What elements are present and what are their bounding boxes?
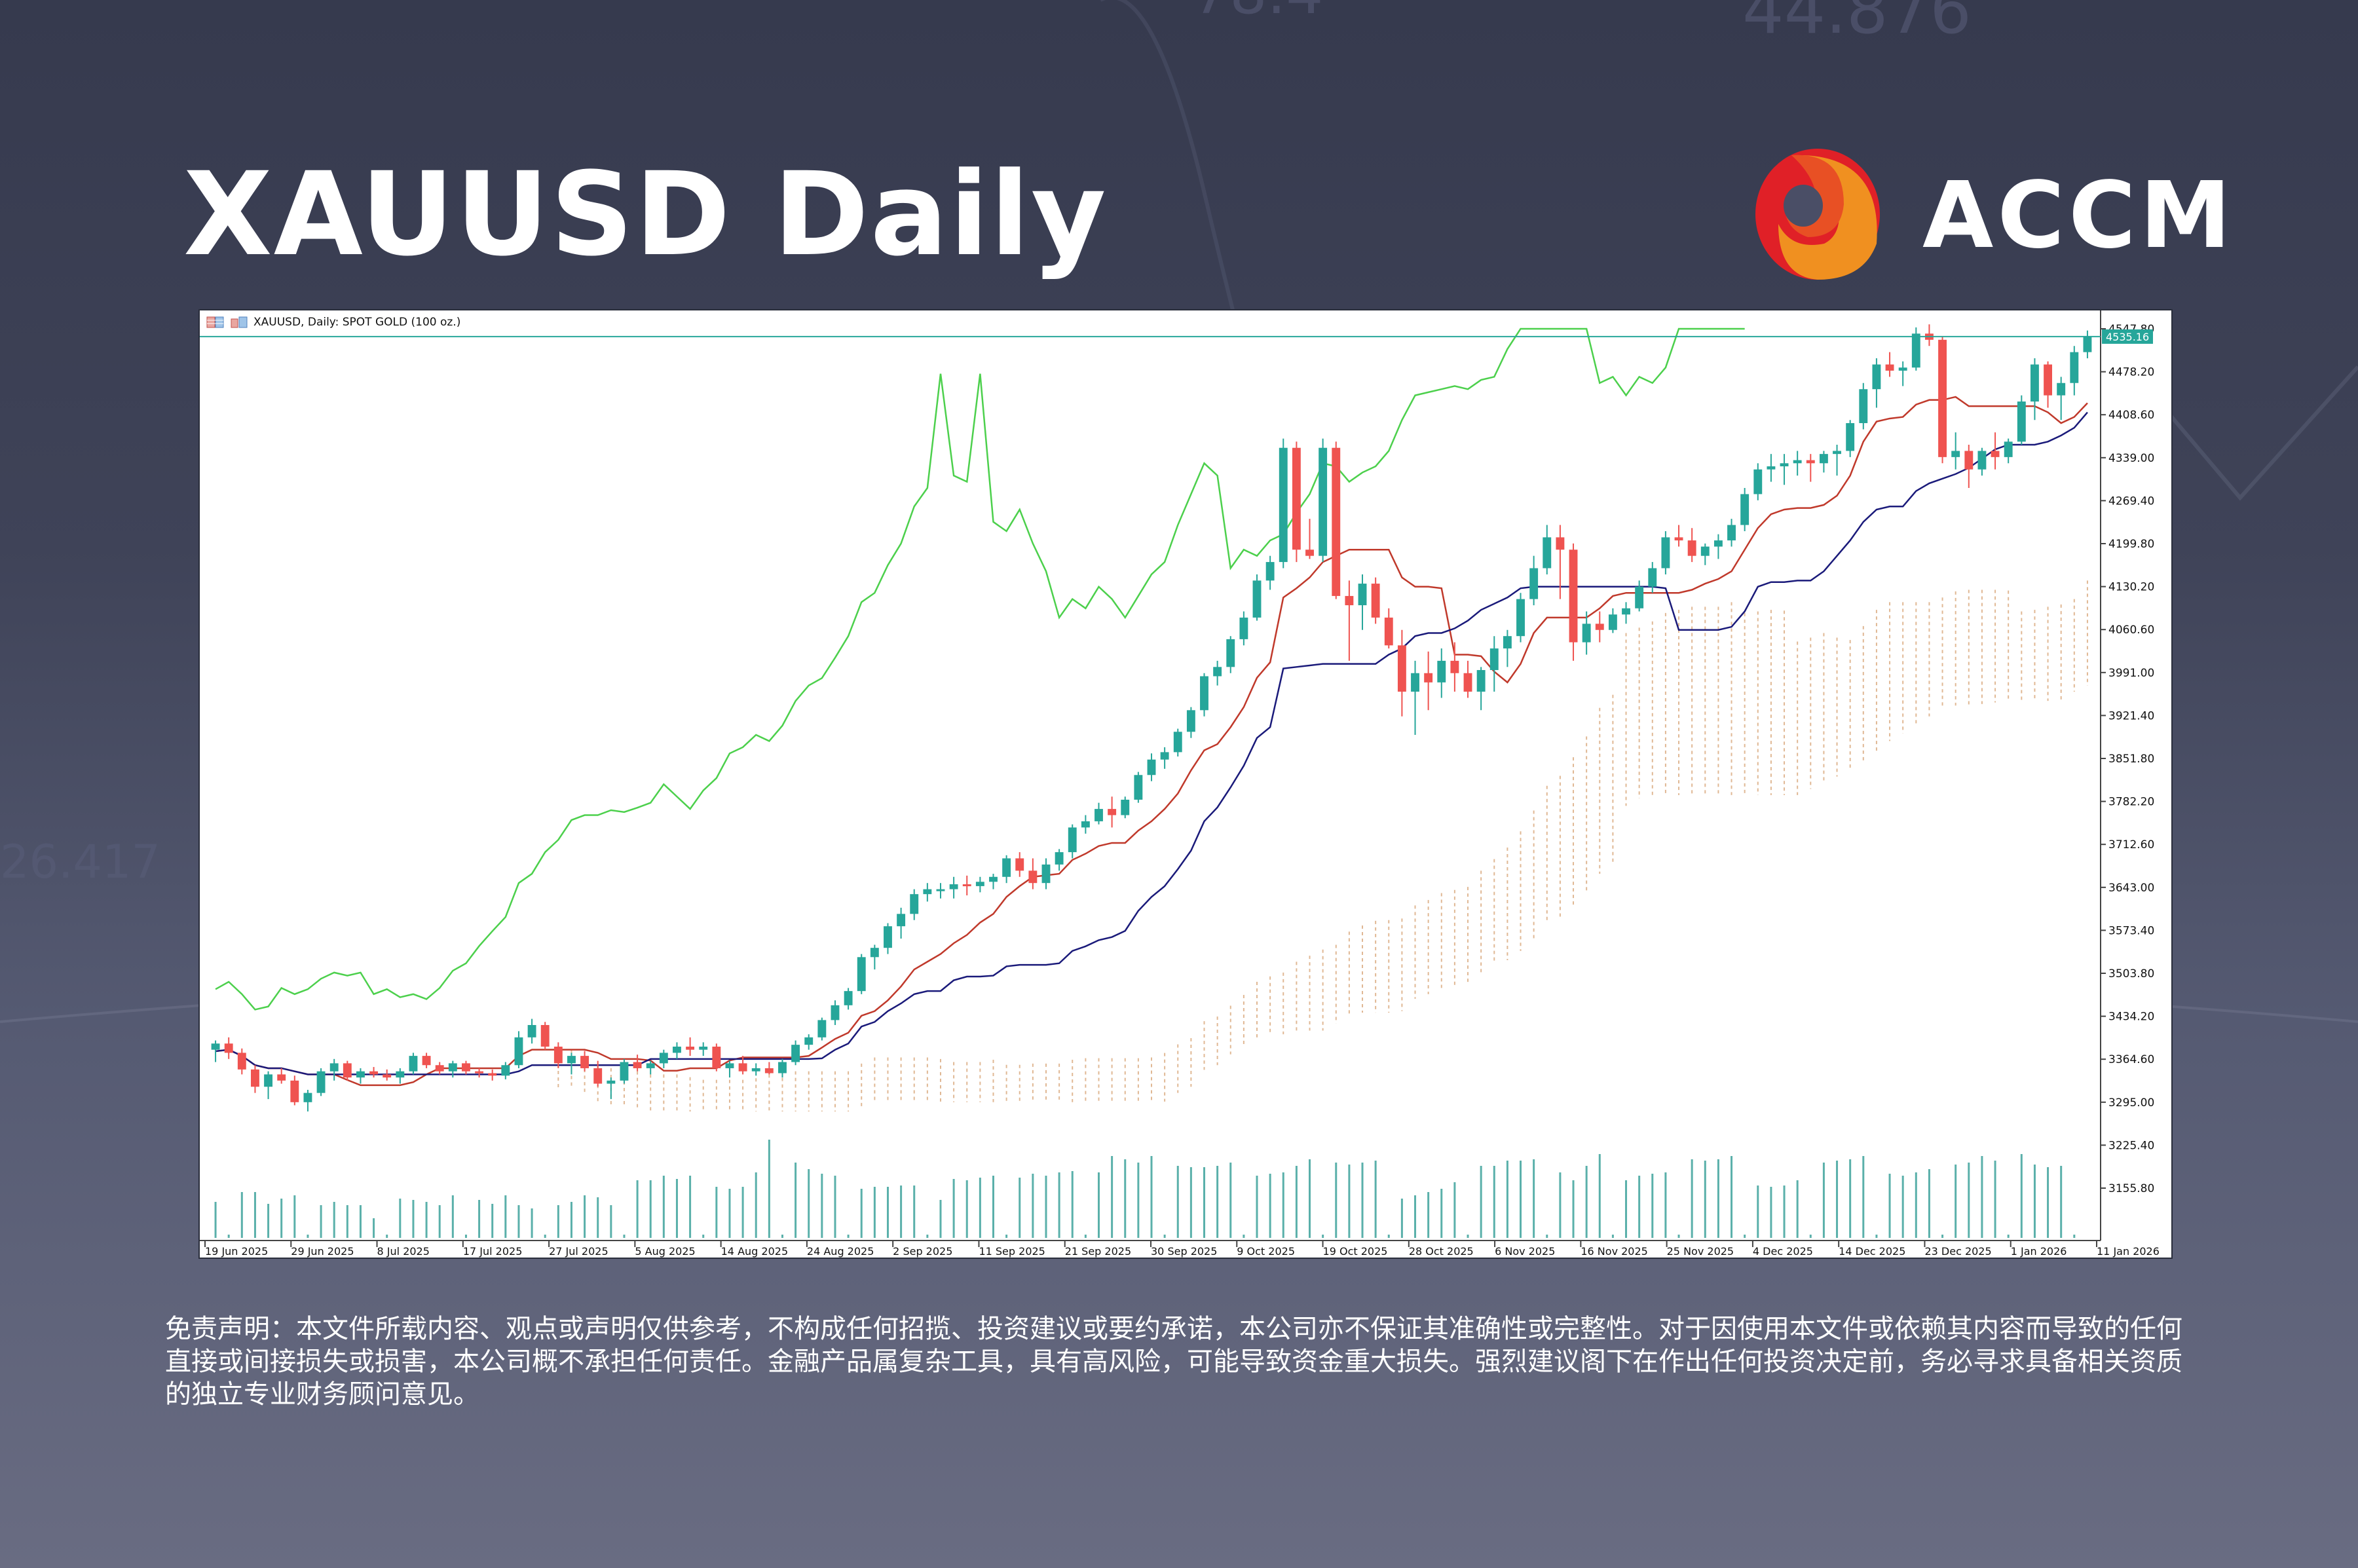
y-tick-label: 3712.60 bbox=[2108, 838, 2154, 851]
page-title: XAUUSD Daily bbox=[183, 147, 1108, 282]
chart-grid-icon bbox=[206, 316, 224, 328]
chart-bars-icon bbox=[231, 316, 248, 328]
svg-text:78.4: 78.4 bbox=[1192, 0, 1323, 28]
y-tick-label: 4199.80 bbox=[2108, 538, 2154, 551]
x-tick-label: 27 Jul 2025 bbox=[549, 1245, 608, 1258]
svg-text:44.876: 44.876 bbox=[1742, 0, 1972, 48]
svg-text:26.417: 26.417 bbox=[0, 835, 160, 889]
y-tick-label: 3991.00 bbox=[2108, 667, 2154, 680]
x-tick-label: 9 Oct 2025 bbox=[1237, 1245, 1295, 1258]
y-tick-label: 3155.80 bbox=[2108, 1182, 2154, 1195]
x-tick-label: 19 Oct 2025 bbox=[1323, 1245, 1388, 1258]
y-tick-label: 4130.20 bbox=[2108, 581, 2154, 594]
x-tick-label: 2 Sep 2025 bbox=[893, 1245, 952, 1258]
x-tick-label: 11 Sep 2025 bbox=[979, 1245, 1045, 1258]
svg-text:4535.16: 4535.16 bbox=[2106, 331, 2149, 343]
x-tick-label: 24 Aug 2025 bbox=[807, 1245, 874, 1258]
y-tick-label: 3643.00 bbox=[2108, 882, 2154, 895]
y-tick-label: 3573.40 bbox=[2108, 924, 2154, 937]
disclaimer-text: 免责声明：本文件所载内容、观点或声明仅供参考，不构成任何招揽、投资建议或要约承诺… bbox=[165, 1314, 2182, 1409]
y-tick-label: 3921.40 bbox=[2108, 709, 2154, 722]
x-tick-label: 19 Jun 2025 bbox=[205, 1245, 268, 1258]
x-tick-label: 4 Dec 2025 bbox=[1753, 1245, 1813, 1258]
x-tick-label: 1 Jan 2026 bbox=[2011, 1245, 2067, 1258]
chart-caption: XAUUSD, Daily: SPOT GOLD (100 oz.) bbox=[253, 316, 461, 329]
x-tick-label: 6 Nov 2025 bbox=[1495, 1245, 1555, 1258]
x-tick-label: 29 Jun 2025 bbox=[291, 1245, 354, 1258]
y-tick-label: 3503.80 bbox=[2108, 967, 2154, 980]
y-tick-label: 4478.20 bbox=[2108, 366, 2154, 379]
y-tick-label: 4060.60 bbox=[2108, 624, 2154, 637]
y-tick-label: 3782.20 bbox=[2108, 796, 2154, 809]
x-tick-label: 14 Aug 2025 bbox=[721, 1245, 789, 1258]
x-tick-label: 21 Sep 2025 bbox=[1065, 1245, 1131, 1258]
y-tick-label: 4339.00 bbox=[2108, 452, 2154, 465]
x-tick-label: 25 Nov 2025 bbox=[1667, 1245, 1734, 1258]
y-tick-label: 3851.80 bbox=[2108, 753, 2154, 766]
y-tick-label: 4269.40 bbox=[2108, 495, 2154, 508]
x-tick-label: 23 Dec 2025 bbox=[1924, 1245, 1991, 1258]
y-tick-label: 3225.40 bbox=[2108, 1139, 2154, 1152]
logo-text: ACCM bbox=[1922, 162, 2236, 269]
chart-caption-bar: XAUUSD, Daily: SPOT GOLD (100 oz.) bbox=[206, 314, 460, 330]
x-tick-label: 8 Jul 2025 bbox=[377, 1245, 430, 1258]
x-tick-label: 17 Jul 2025 bbox=[463, 1245, 523, 1258]
x-tick-label: 30 Sep 2025 bbox=[1151, 1245, 1217, 1258]
x-tick-label: 11 Jan 2026 bbox=[2097, 1245, 2160, 1258]
x-tick-label: 5 Aug 2025 bbox=[635, 1245, 695, 1258]
trading-chart-window[interactable]: XAUUSD, Daily: SPOT GOLD (100 oz.) 4547.… bbox=[198, 309, 2173, 1259]
y-tick-label: 3295.00 bbox=[2108, 1096, 2154, 1110]
current-price-badge bbox=[2102, 329, 2153, 344]
x-tick-label: 16 Nov 2025 bbox=[1581, 1245, 1647, 1258]
accm-logo-icon bbox=[1755, 149, 1880, 280]
x-tick-label: 28 Oct 2025 bbox=[1409, 1245, 1474, 1258]
candlestick-chart[interactable]: 4547.804478.204408.604339.004269.404199.… bbox=[200, 310, 2171, 1258]
y-tick-label: 4408.60 bbox=[2108, 409, 2154, 422]
brand-logo: ACCM bbox=[1752, 145, 2256, 283]
y-tick-label: 3434.20 bbox=[2108, 1011, 2154, 1024]
y-tick-label: 3364.60 bbox=[2108, 1053, 2154, 1066]
x-tick-label: 14 Dec 2025 bbox=[1839, 1245, 1905, 1258]
